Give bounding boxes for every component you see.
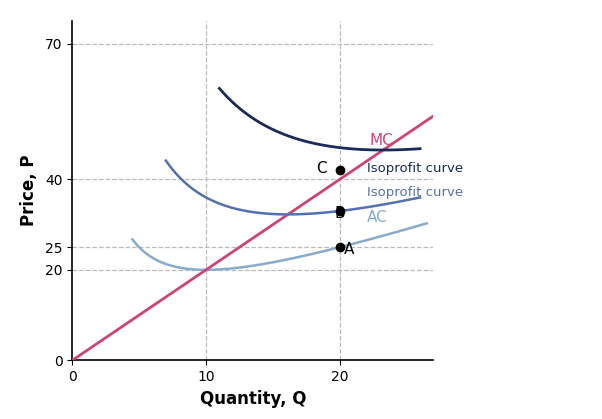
Text: C: C: [315, 160, 326, 176]
Text: AC: AC: [367, 210, 387, 225]
Text: Isoprofit curve: Isoprofit curve: [367, 161, 463, 175]
Text: MC: MC: [369, 133, 393, 148]
Text: B: B: [335, 206, 345, 221]
X-axis label: Quantity, Q: Quantity, Q: [200, 390, 306, 408]
Text: A: A: [344, 242, 354, 257]
Y-axis label: Price, P: Price, P: [20, 155, 38, 226]
Text: Isoprofit curve: Isoprofit curve: [367, 186, 463, 199]
